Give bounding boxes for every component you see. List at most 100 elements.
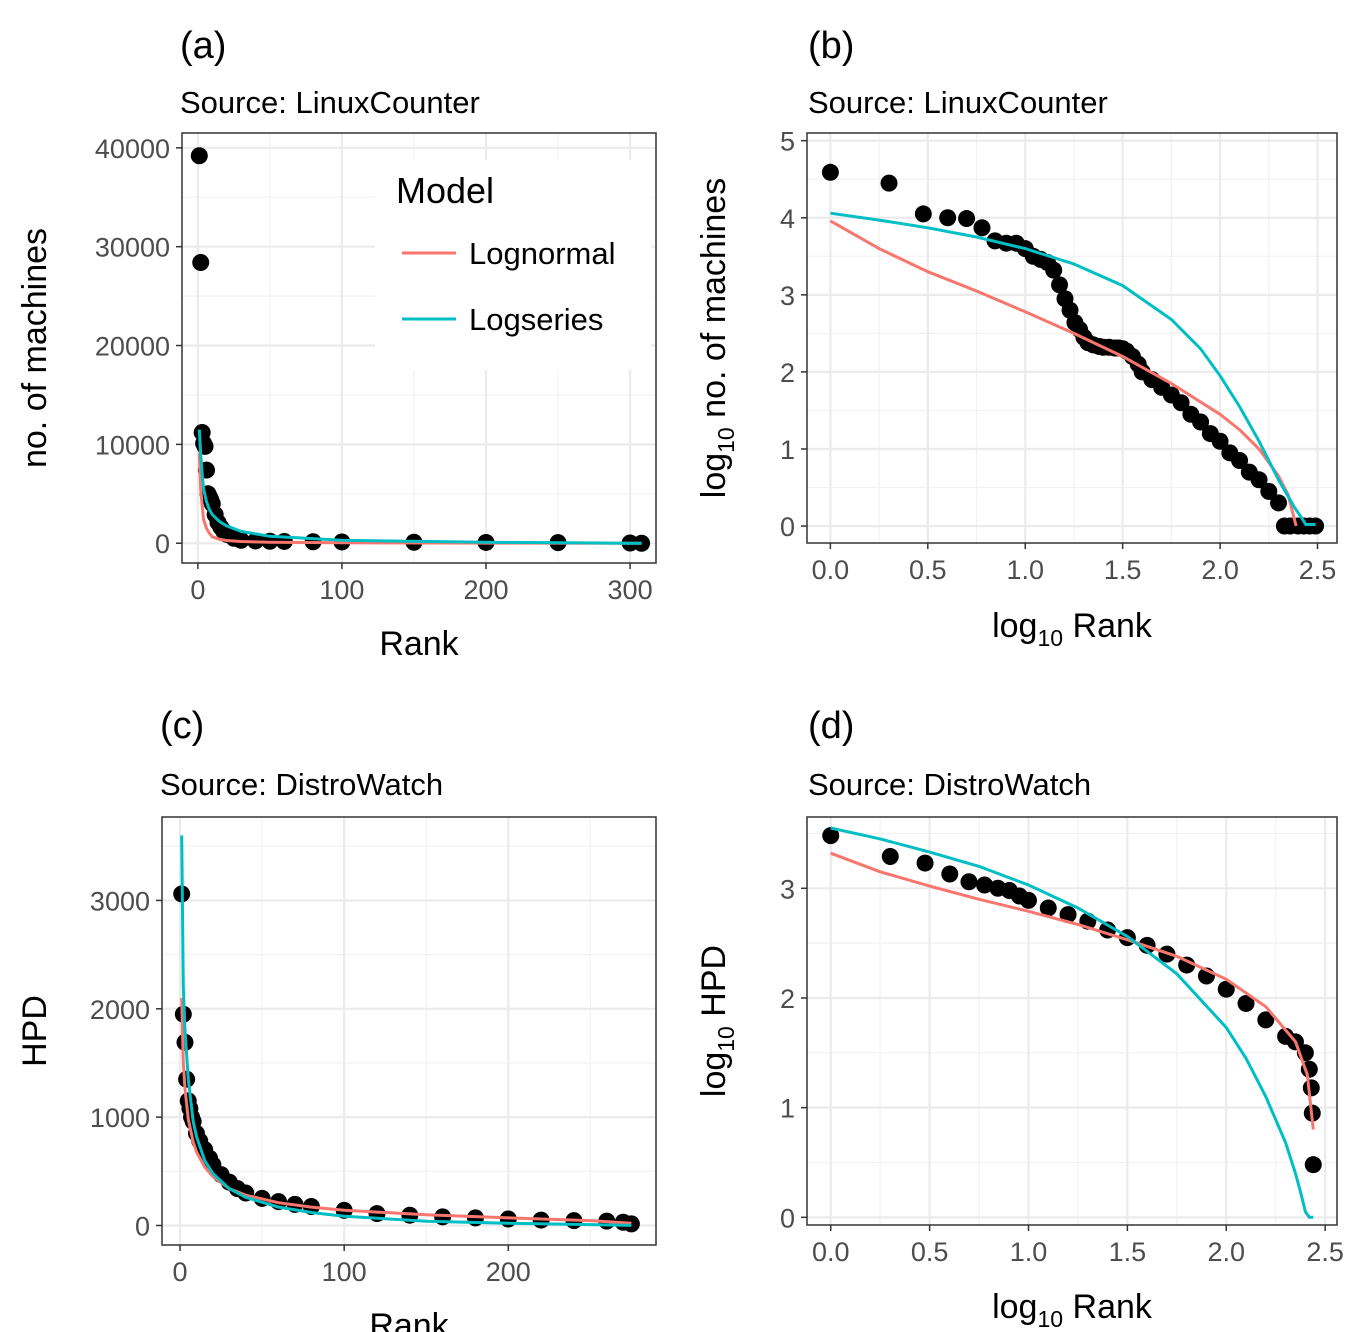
y-tick-label: 0 <box>780 512 795 542</box>
y-tick-label: 0 <box>780 1203 795 1233</box>
data-point <box>880 174 898 192</box>
y-tick-label: 0 <box>135 1211 150 1241</box>
y-tick-label: 2 <box>780 358 795 388</box>
panel-subtitle: Source: DistroWatch <box>160 767 443 802</box>
x-tick-label: 1.0 <box>1006 555 1044 585</box>
data-point <box>1231 452 1249 470</box>
legend-label-logseries: Logseries <box>469 302 603 337</box>
data-point <box>1304 1156 1322 1174</box>
data-point <box>178 1070 196 1088</box>
data-point <box>190 147 208 165</box>
data-points <box>822 827 1322 1174</box>
data-point <box>1270 494 1288 512</box>
y-tick-label: 40000 <box>95 134 170 164</box>
panel-tag: (d) <box>808 705 854 747</box>
plot-border <box>161 816 657 1246</box>
y-tick-label: 1000 <box>90 1103 150 1133</box>
data-point <box>914 205 932 223</box>
data-point <box>1051 276 1069 294</box>
x-tick-label: 1.0 <box>1010 1237 1048 1267</box>
data-point <box>958 210 976 228</box>
data-point <box>960 873 978 891</box>
y-tick-label: 3 <box>780 874 795 904</box>
series-line-lognormal <box>197 453 642 545</box>
data-point <box>916 854 934 872</box>
y-tick-label: 30000 <box>95 233 170 263</box>
y-tick-label: 2000 <box>90 995 150 1025</box>
data-point <box>1178 956 1196 974</box>
data-point <box>1260 482 1278 500</box>
y-tick-label: 10000 <box>95 430 170 460</box>
data-point <box>976 876 994 894</box>
y-tick-label: 3 <box>780 281 795 311</box>
y-axis-title: log10 no. of machines <box>695 178 739 498</box>
panel-d: 0.0 0.5 1.0 1.5 2.0 2.5 0 1 2 3 (d) Source: DistroW… <box>695 705 1344 1332</box>
data-point <box>973 219 991 237</box>
plot-border <box>806 132 1338 544</box>
data-point <box>1045 261 1063 279</box>
series-line-logseries <box>830 826 1314 1219</box>
data-point <box>881 847 899 865</box>
plot-background <box>807 817 1337 1225</box>
legend-label-lognormal: Lognormal <box>469 236 615 271</box>
x-axis-title: log10 Rank <box>992 1288 1153 1332</box>
x-tick-label: 0.0 <box>812 1237 850 1267</box>
x-tick-label: 1.5 <box>1104 555 1142 585</box>
legend-background <box>375 160 651 370</box>
data-point <box>1059 906 1077 924</box>
data-point <box>1257 1011 1275 1029</box>
data-point <box>1039 899 1057 917</box>
legend: Model Lognormal Logseries <box>375 160 651 370</box>
y-tick-label: 3000 <box>90 886 150 916</box>
panel-subtitle: Source: LinuxCounter <box>180 85 480 120</box>
legend-title: Model <box>396 170 494 211</box>
data-point <box>1172 394 1190 412</box>
x-tick-label: 100 <box>319 575 364 605</box>
data-point <box>1019 891 1037 909</box>
x-axis-title: Rank <box>379 625 459 663</box>
y-tick-label: 0 <box>155 529 170 559</box>
x-tick-label: 100 <box>322 1257 367 1287</box>
data-point <box>1211 432 1229 450</box>
x-axis-title: log10 Rank <box>992 607 1153 651</box>
panel-subtitle: Source: LinuxCounter <box>808 85 1108 120</box>
plot-background <box>162 817 656 1245</box>
panel-tag: (a) <box>180 25 226 67</box>
data-point <box>1307 517 1325 535</box>
panel-subtitle: Source: DistroWatch <box>808 767 1091 802</box>
y-tick-label: 1 <box>780 435 795 465</box>
x-tick-label: 0.5 <box>911 1237 949 1267</box>
plot-border <box>181 132 657 564</box>
series-line-logseries <box>180 835 632 1227</box>
y-axis-title: HPD <box>16 995 54 1067</box>
x-tick-label: 2.0 <box>1201 555 1239 585</box>
data-point <box>622 1215 640 1233</box>
x-axis-title: Rank <box>369 1307 449 1332</box>
x-tick-label: 1.5 <box>1109 1237 1147 1267</box>
data-point <box>941 865 959 883</box>
data-point <box>821 163 839 181</box>
plot-border <box>806 816 1338 1226</box>
x-tick-label: 200 <box>486 1257 531 1287</box>
data-point <box>1237 994 1255 1012</box>
y-tick-label: 1 <box>780 1094 795 1124</box>
panel-tag: (c) <box>160 705 204 747</box>
x-tick-label: 2.5 <box>1299 555 1337 585</box>
data-point <box>1217 980 1235 998</box>
y-axis-title: log10 HPD <box>695 945 739 1097</box>
x-tick-label: 0.5 <box>909 555 947 585</box>
x-tick-label: 2.5 <box>1306 1237 1344 1267</box>
series-line-lognormal <box>830 851 1315 1130</box>
x-tick-label: 2.0 <box>1207 1237 1245 1267</box>
x-tick-label: 200 <box>463 575 508 605</box>
series-line-logseries <box>830 211 1316 526</box>
y-tick-label: 2 <box>780 984 795 1014</box>
data-point <box>1302 1079 1320 1097</box>
y-tick-label: 20000 <box>95 332 170 362</box>
x-tick-label: 0.0 <box>812 555 850 585</box>
series-line-logseries <box>197 429 642 545</box>
x-tick-label: 0 <box>173 1257 188 1287</box>
data-point <box>1250 471 1268 489</box>
